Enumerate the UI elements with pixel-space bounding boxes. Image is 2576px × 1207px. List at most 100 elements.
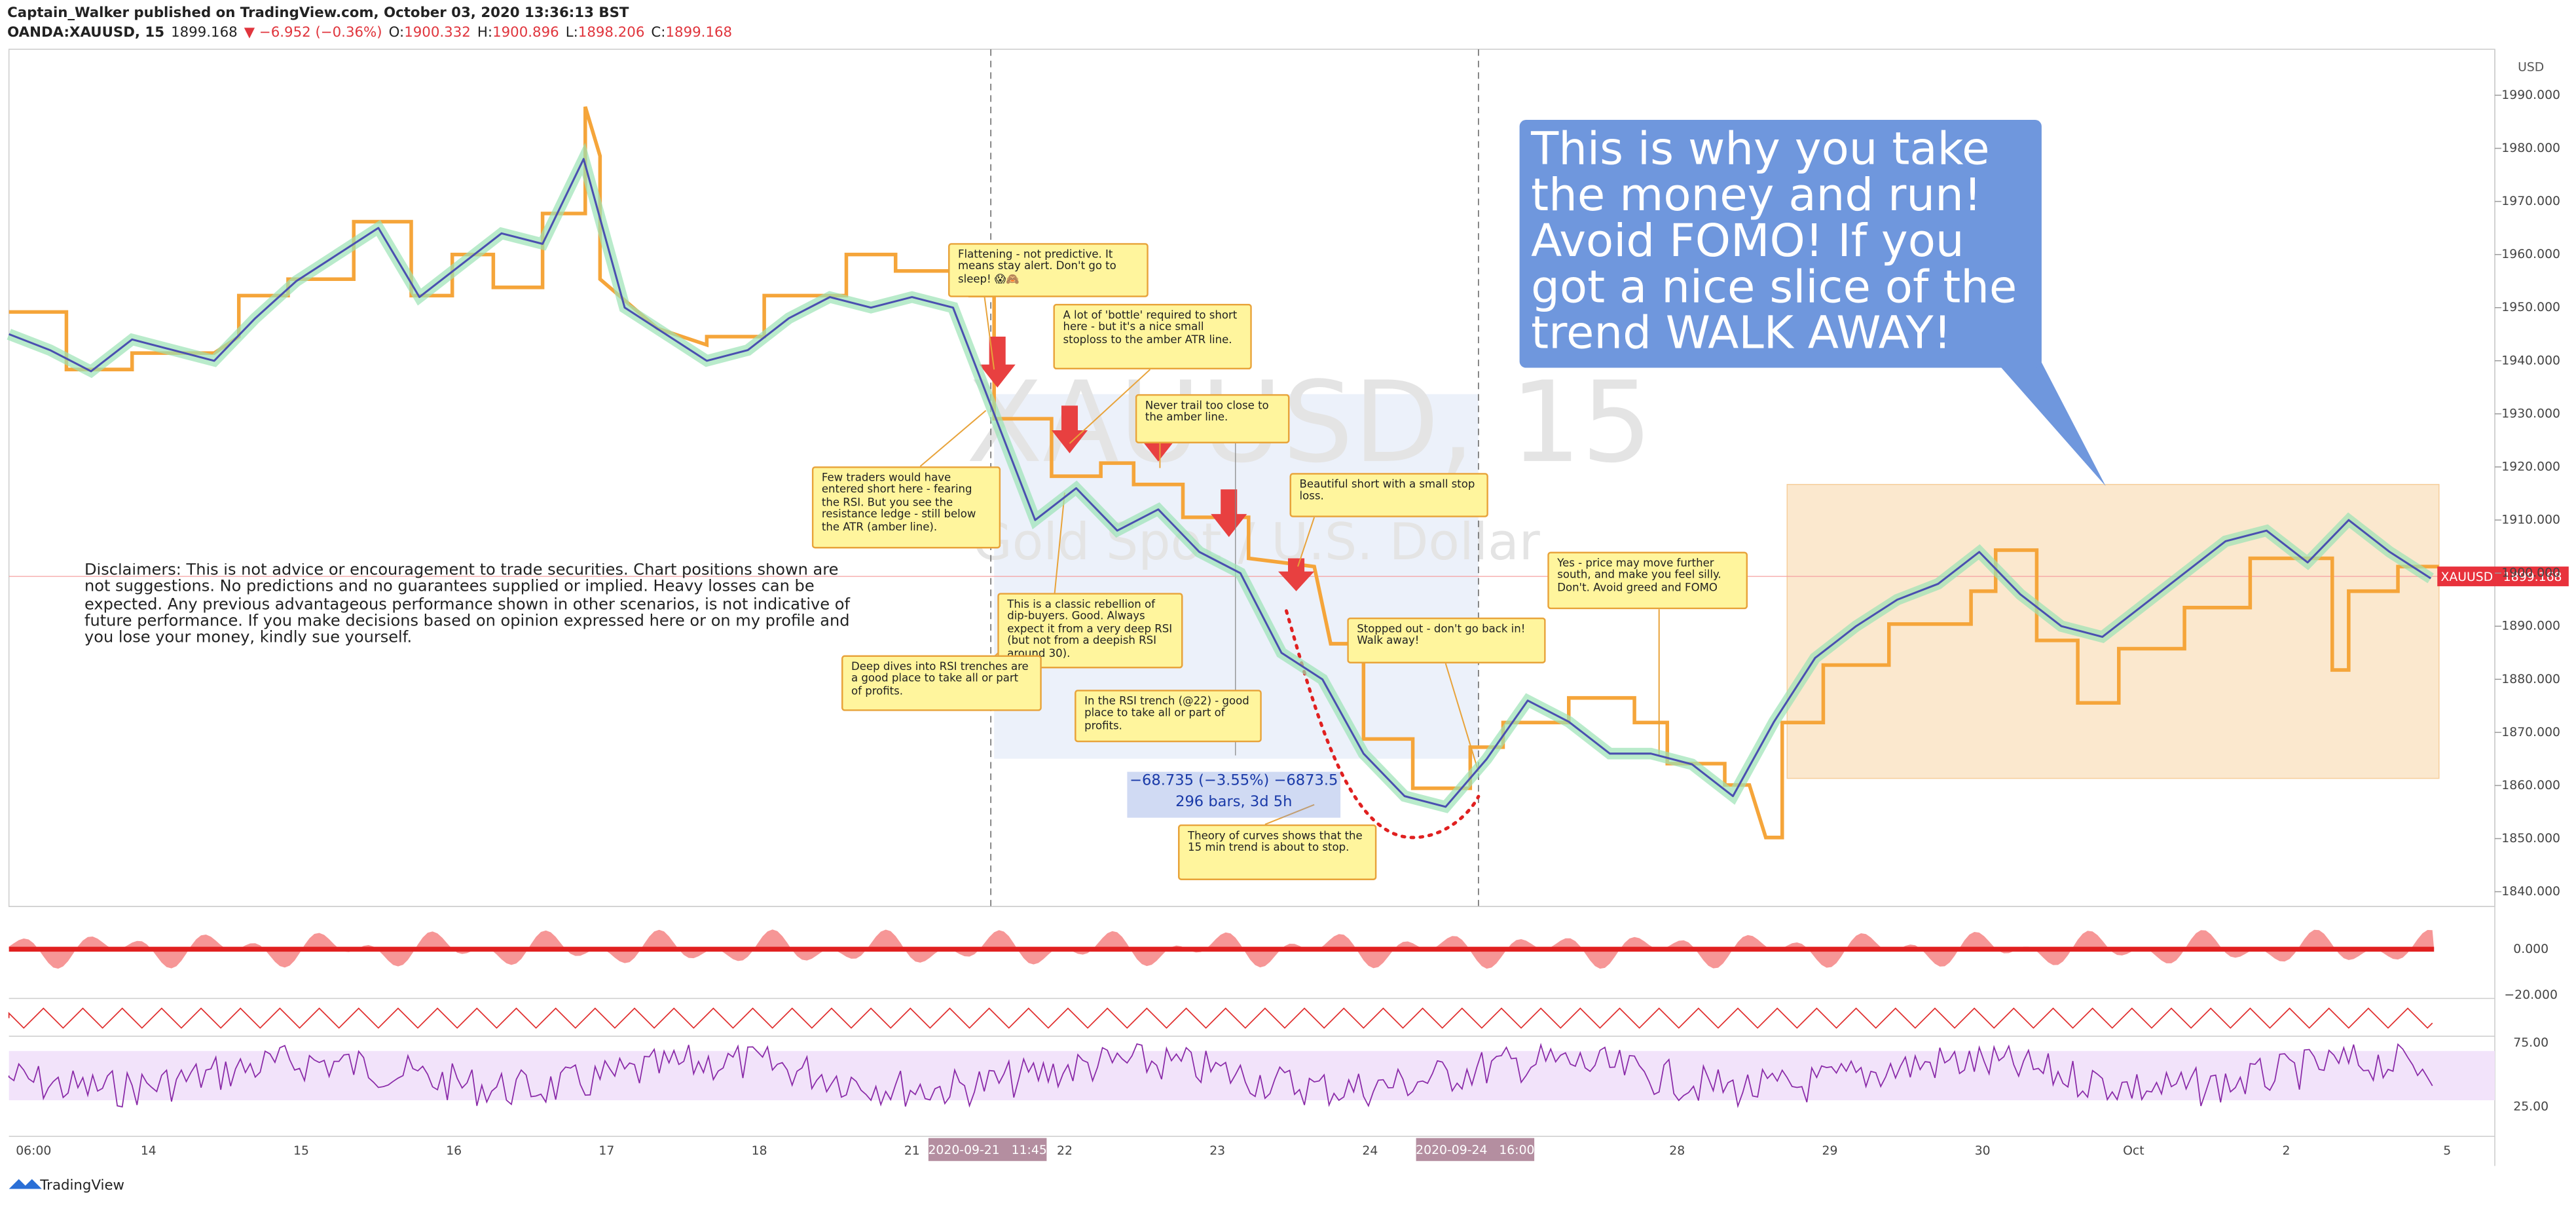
price-group [7, 142, 2434, 813]
watermark-symbol: XAUUSD, 15 [966, 358, 1653, 488]
note: Theory of curves shows that the 15 min t… [1177, 824, 1377, 881]
note-text: Flattening - not predictive. It means st… [948, 243, 1149, 297]
price-tick-label: 1880.000 [2501, 673, 2560, 686]
text-line: Few traders would have entered short her… [821, 471, 976, 533]
price-tick-label: 1930.000 [2501, 407, 2560, 420]
rsi-line [8, 1043, 2433, 1109]
symbol-line: OANDA:XAUUSD, 15 1899.168 ▼ −6.952 (−0.36%… [7, 24, 732, 41]
note-text: Never trail too close to the amber line. [1135, 394, 1290, 444]
price-tick-label: 1950.000 [2501, 301, 2560, 314]
header-item: 1900.896 [492, 24, 559, 41]
time-label: 23 [1209, 1144, 1225, 1158]
header-item: 1899.168 [171, 24, 238, 41]
callout: This is why you take the money and run! … [1519, 120, 2042, 368]
text-line: Deep dives into RSI trenches are a good … [851, 660, 1029, 698]
text-line: Flattening - not predictive. It means st… [957, 248, 1116, 286]
time-label: 14 [141, 1144, 156, 1158]
time-label: 06:00 [16, 1144, 51, 1158]
header-item: OANDA:XAUUSD, 15 [7, 24, 164, 41]
text-line: Beautiful short with a small stop loss. [1299, 477, 1475, 504]
text-line: you lose your money, kindly sue yourself… [84, 629, 413, 648]
note: Flattening - not predictive. It means st… [948, 243, 1149, 297]
time-marker-box [928, 1138, 1047, 1161]
note-text: In the RSI trench (@22) - good place to … [1075, 690, 1262, 743]
zigzag [8, 1007, 2433, 1029]
time-label: 15 [293, 1144, 309, 1158]
text-line: A lot of 'bottle' required to short here… [1063, 308, 1238, 346]
measure: −68.735 (−3.55%) −6873.5 296 bars, 3d 5h [1127, 771, 1341, 818]
time-marker-box [1416, 1138, 1535, 1161]
price-tick-label: 1870.000 [2501, 726, 2560, 739]
price-tick-label: 1940.000 [2501, 354, 2560, 367]
price-line [9, 158, 2432, 808]
logo [9, 1179, 42, 1189]
header-item: 1900.332 [404, 24, 471, 41]
text-line: This is a classic rebellion of dip-buyer… [1007, 597, 1173, 660]
time-label: 28 [1669, 1144, 1685, 1158]
note: Never trail too close to the amber line. [1135, 394, 1290, 444]
price-tick-label: 1970.000 [2501, 195, 2560, 208]
time-axis: 06:00 14 15 16 17 18 21 22 23 24 28 29 30 Oct 2 5 2020-0… [16, 1138, 2451, 1161]
header-item: 1899.168 [665, 24, 732, 41]
price-tick-label: 1850.000 [2501, 832, 2560, 845]
annotations: Flattening - not predictive. It means st… [84, 120, 2042, 881]
text-line: Disclaimers: This is not advice or encou… [84, 563, 839, 580]
note-text: Theory of curves shows that the 15 min t… [1177, 824, 1377, 881]
osc-tick-label: −20.000 [2504, 988, 2558, 1002]
header-item: ▼ −6.952 (−0.36%) [244, 24, 382, 41]
publisher: Captain_Walker published on TradingView.… [7, 5, 629, 21]
price-tick-label: 1860.000 [2501, 779, 2560, 792]
last-symbol-box [2437, 566, 2497, 587]
last-price: 1899.168 [2503, 570, 2562, 584]
time-label: 17 [598, 1144, 614, 1158]
indicators: 1840.000 1850.000 1860.000 1870.000 1880.000… [8, 88, 2560, 1114]
text-line: Stopped out - don't go back in! Walk awa… [1357, 622, 1526, 648]
time-label: 24 [1362, 1144, 1378, 1158]
last-price-box [2496, 566, 2569, 587]
callout-tail [1995, 353, 2106, 487]
price-tick-label: 1910.000 [2501, 513, 2560, 527]
note: A lot of 'bottle' required to short here… [1053, 303, 1252, 370]
time-label: 16 [446, 1144, 462, 1158]
disclaimer-text: Disclaimers: This is not advice or encou… [84, 563, 856, 648]
price-tick-label: 1980.000 [2501, 141, 2560, 155]
time-label: 2 [2283, 1144, 2291, 1158]
note: In the RSI trench (@22) - good place to … [1075, 690, 1262, 743]
curve-dots [1284, 609, 1481, 840]
text-line: Yes - price may move further south, and … [1557, 557, 1721, 595]
note-text: Beautiful short with a small stop loss. [1289, 473, 1488, 517]
price-tick-label: 1840.000 [2501, 885, 2560, 899]
price-tick-label: 1890.000 [2501, 620, 2560, 633]
header-item: H: [477, 24, 492, 41]
header-item: O: [389, 24, 405, 41]
price-tick-label: 1900.000 [2501, 566, 2560, 580]
footer: TradingView [39, 1177, 124, 1193]
rsi-tick-label: 75.00 [2513, 1036, 2548, 1050]
time-marker: 2020-09-21 11:45 [928, 1143, 1046, 1157]
header-item: L: [566, 24, 578, 41]
text-line: Never trail too close to the amber line. [1145, 399, 1269, 424]
osc-tick-label: 0.000 [2513, 942, 2548, 956]
watermark-name: Gold Spot / U.S. Dollar [973, 513, 1540, 572]
text-line: This is why you take the money and run! … [1531, 123, 2017, 360]
time-label: 5 [2443, 1144, 2451, 1158]
time-label: 29 [1822, 1144, 1838, 1158]
header-item: 1898.206 [578, 24, 645, 41]
currency: USD [2518, 60, 2544, 74]
text-line: 296 bars, 3d 5h [1175, 794, 1293, 811]
text-line: expected. Any previous advantageous perf… [84, 595, 850, 614]
header-item: C: [651, 24, 665, 41]
callout-text: This is why you take the money and run! … [1519, 120, 2042, 368]
text-line: Theory of curves shows that the 15 min t… [1188, 829, 1363, 855]
time-label: 30 [1975, 1144, 1991, 1158]
note-text: A lot of 'bottle' required to short here… [1053, 303, 1252, 370]
rsi-tick-label: 25.00 [2513, 1100, 2548, 1114]
time-label: 22 [1057, 1144, 1073, 1158]
time-marker: 2020-09-24 16:00 [1416, 1143, 1534, 1157]
price-tick-label: 1920.000 [2501, 460, 2560, 474]
text-line: future performance. If you make decision… [84, 612, 850, 631]
note: Deep dives into RSI trenches are a good … [841, 655, 1042, 711]
price-tick-label: 1990.000 [2501, 88, 2560, 102]
